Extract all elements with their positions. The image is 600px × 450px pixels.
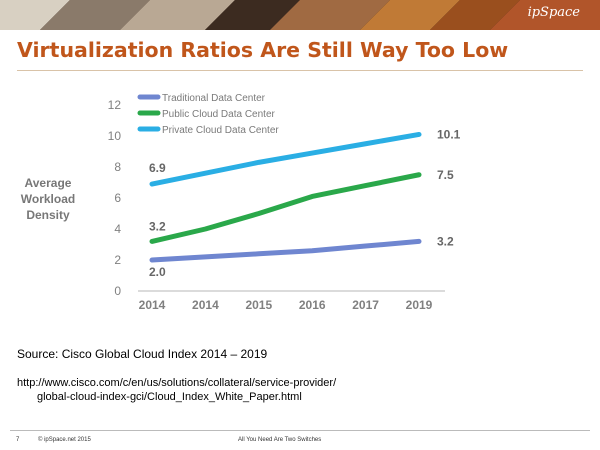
y-axis-label-line: Average [25, 176, 72, 190]
data-label: 6.9 [149, 161, 166, 175]
y-axis-label: Average Workload Density [21, 176, 75, 222]
legend: Traditional Data Center Public Cloud Data… [137, 93, 279, 136]
legend-label: Public Cloud Data Center [162, 109, 276, 120]
data-labels: 2.0 3.2 3.2 7.5 6.9 10.1 [149, 127, 461, 279]
x-axis-ticks: 2014 2014 2015 2016 2017 2019 [139, 298, 433, 312]
slide-title: Virtualization Ratios Are Still Way Too … [17, 38, 509, 62]
y-axis-ticks: 0 2 4 6 8 10 12 [108, 98, 122, 298]
legend-label: Traditional Data Center [162, 93, 266, 104]
y-tick-label: 6 [114, 191, 121, 205]
source-note: Source: Cisco Global Cloud Index 2014 – … [17, 347, 268, 361]
series-line [149, 131, 422, 187]
page-number: 7 [16, 437, 20, 443]
x-tick-label: 2014 [192, 298, 219, 312]
y-tick-label: 8 [114, 160, 121, 174]
brand-logo: ipSpace [527, 5, 580, 20]
source-url-line[interactable]: global-cloud-index-gci/Cloud_Index_White… [37, 391, 302, 403]
y-tick-label: 12 [108, 98, 122, 112]
data-label: 2.0 [149, 265, 166, 279]
footer-event: All You Need Are Two Switches [238, 437, 322, 443]
data-label: 3.2 [149, 219, 166, 233]
series-line [149, 172, 422, 244]
x-tick-label: 2014 [139, 298, 166, 312]
y-tick-label: 4 [114, 222, 121, 236]
y-tick-label: 10 [108, 129, 122, 143]
header-banner: ipSpace [0, 0, 600, 30]
x-tick-label: 2019 [406, 298, 433, 312]
data-label: 3.2 [437, 234, 454, 248]
footer-copyright: © ipSpace.net 2015 [38, 437, 91, 443]
series-line [149, 238, 422, 263]
series-lines [149, 131, 422, 263]
y-axis-label-line: Workload [21, 192, 75, 206]
x-tick-label: 2016 [299, 298, 326, 312]
y-tick-label: 0 [114, 284, 121, 298]
source-url-line[interactable]: http://www.cisco.com/c/en/us/solutions/c… [17, 377, 337, 389]
banner-art [0, 0, 600, 30]
footer-divider [10, 430, 590, 431]
y-axis-label-line: Density [26, 208, 70, 222]
source-url[interactable]: http://www.cisco.com/c/en/us/solutions/c… [17, 376, 336, 404]
data-label: 10.1 [437, 127, 461, 141]
x-tick-label: 2017 [352, 298, 379, 312]
data-label: 7.5 [437, 168, 454, 182]
legend-label: Private Cloud Data Center [162, 125, 279, 136]
title-underline [17, 70, 583, 71]
y-tick-label: 2 [114, 253, 121, 267]
x-tick-label: 2015 [245, 298, 272, 312]
